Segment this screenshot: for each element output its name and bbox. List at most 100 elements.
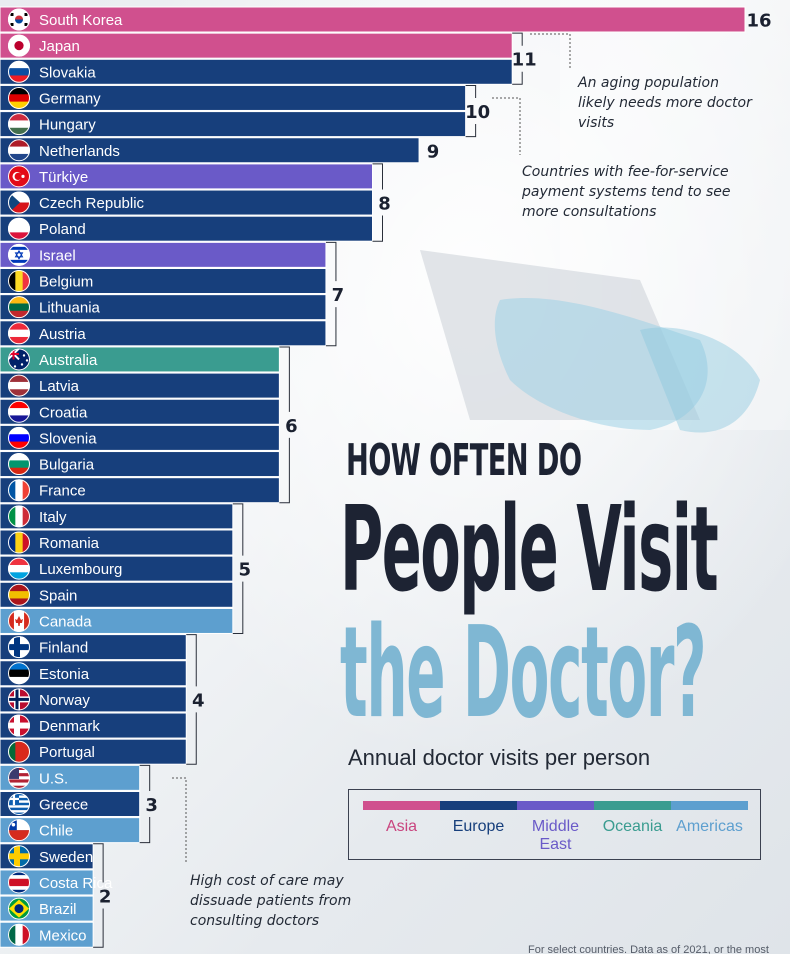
- bar-row-estonia: Estonia: [0, 660, 187, 687]
- legend-label-asia: Asia: [385, 818, 418, 835]
- flag-south-korea-icon: [8, 8, 30, 31]
- legend-item-middle-east: Middle East: [517, 801, 594, 854]
- flag-germany-icon: [8, 86, 30, 109]
- bar-row-brazil: Brazil: [0, 895, 94, 922]
- bar-italy: [0, 503, 234, 530]
- bar-label-romania: Romania: [39, 535, 100, 552]
- bar-label-australia: Australia: [39, 352, 98, 369]
- bar-row-israel: Israel: [0, 241, 327, 268]
- legend-swatch-americas: [671, 801, 748, 810]
- bar-luxembourg: [0, 555, 234, 582]
- legend-swatch-middle-east: [517, 801, 594, 810]
- bar-label-hungary: Hungary: [39, 117, 96, 134]
- bar-row-portugal: Portugal: [0, 738, 187, 765]
- legend-swatch-asia: [363, 801, 440, 810]
- bar-label-netherlands: Netherlands: [39, 143, 120, 160]
- flag-croatia-icon: [8, 400, 30, 423]
- flag-costa-rica-icon: [8, 871, 30, 894]
- bar-label-bulgaria: Bulgaria: [39, 457, 95, 474]
- value-label-2: 2: [99, 887, 112, 908]
- bar-latvia: [0, 372, 280, 399]
- bar-row-lithuania: Lithuania: [0, 294, 327, 321]
- flag-japan-icon: [8, 34, 30, 57]
- value-label-8: 8: [378, 194, 391, 215]
- bar-netherlands: [0, 137, 420, 164]
- flag-mexico-icon: [8, 923, 30, 946]
- bar-row-poland: Poland: [0, 215, 373, 242]
- flag-italy-icon: [8, 505, 30, 528]
- bar-row-spain: Spain: [0, 581, 234, 608]
- bar-belgium: [0, 268, 327, 294]
- group-bracket-8: [372, 163, 383, 242]
- legend-swatch-europe: [440, 801, 517, 810]
- bar-row-romania: Romania: [0, 529, 234, 556]
- flag-brazil-icon: [8, 897, 30, 920]
- title-line-1: HOW OFTEN DO: [346, 435, 582, 486]
- flag-belgium-icon: [8, 270, 30, 292]
- bar-row-japan: Japan: [0, 32, 513, 59]
- chart-subtitle: Annual doctor visits per person: [348, 745, 651, 770]
- legend-swatch-oceania: [594, 801, 671, 810]
- bar-label-portugal: Portugal: [39, 744, 95, 761]
- group-bracket-6: [279, 346, 290, 504]
- bar-row-croatia: Croatia: [0, 398, 280, 425]
- group-7: 7: [325, 241, 345, 347]
- bar-denmark: [0, 712, 187, 739]
- group-11: 11: [512, 32, 537, 85]
- bar-label-u-s: U.S.: [39, 770, 68, 787]
- bar-row-belgium: Belgium: [0, 268, 327, 294]
- bar-row-netherlands: Netherlands: [0, 137, 420, 164]
- bar-poland: [0, 215, 373, 242]
- bar-label-canada: Canada: [39, 613, 92, 630]
- legend-item-americas: Americas: [671, 801, 748, 836]
- bar-label-germany: Germany: [39, 90, 101, 107]
- bar-row-t-rkiye: Türkiye: [0, 163, 373, 190]
- bar-row-slovakia: Slovakia: [0, 58, 513, 85]
- bar-row-sweden: Sweden: [0, 843, 94, 870]
- value-label-5: 5: [239, 560, 252, 581]
- group-9: 9: [427, 141, 440, 162]
- flag-denmark-icon: [8, 714, 30, 737]
- bar-label-czech-republic: Czech Republic: [39, 195, 145, 212]
- value-label-6: 6: [285, 416, 298, 437]
- bar-row-south-korea: South Korea: [0, 6, 746, 33]
- bar-row-finland: Finland: [0, 634, 187, 661]
- bar-row-latvia: Latvia: [0, 372, 280, 399]
- bar-norway: [0, 686, 187, 713]
- bar-lithuania: [0, 294, 327, 321]
- title-line-3: the Doctor?: [340, 599, 707, 746]
- bar-row-france: France: [0, 477, 280, 504]
- flag-israel-icon: [8, 243, 30, 266]
- bar-label-poland: Poland: [39, 221, 86, 238]
- bar-row-bulgaria: Bulgaria: [0, 451, 280, 478]
- bar-bulgaria: [0, 451, 280, 478]
- bar-spain: [0, 581, 234, 608]
- flag-greece-icon: [8, 793, 30, 815]
- bar-label-sweden: Sweden: [39, 849, 93, 866]
- group-4: 4: [186, 634, 205, 765]
- bar-label-austria: Austria: [39, 326, 86, 343]
- bar-row-slovenia: Slovenia: [0, 424, 280, 451]
- group-bracket-11: [512, 32, 523, 85]
- bar-estonia: [0, 660, 187, 687]
- annotation-connector-fee: [492, 97, 521, 155]
- annotation-cost-of-care: High cost of care may dissuade patients …: [190, 873, 352, 929]
- bar-label-latvia: Latvia: [39, 378, 80, 395]
- bar-israel: [0, 241, 327, 268]
- bar-row-costa-rica: Costa Rica: [0, 869, 113, 896]
- bar-label-south-korea: South Korea: [39, 12, 123, 29]
- flag-australia-icon: [8, 348, 30, 371]
- bar-label-italy: Italy: [39, 509, 67, 526]
- flag-chile-icon: [8, 819, 30, 842]
- flag-finland-icon: [8, 636, 30, 659]
- bar-france: [0, 477, 280, 504]
- bar-croatia: [0, 398, 280, 425]
- bar-row-denmark: Denmark: [0, 712, 187, 739]
- bar-label-france: France: [39, 483, 86, 500]
- value-label-7: 7: [332, 285, 345, 306]
- bar-row-austria: Austria: [0, 320, 327, 347]
- flag-latvia-icon: [8, 374, 30, 397]
- flag-spain-icon: [8, 583, 30, 606]
- group-16: 16: [746, 11, 771, 32]
- value-label-16: 16: [746, 11, 771, 32]
